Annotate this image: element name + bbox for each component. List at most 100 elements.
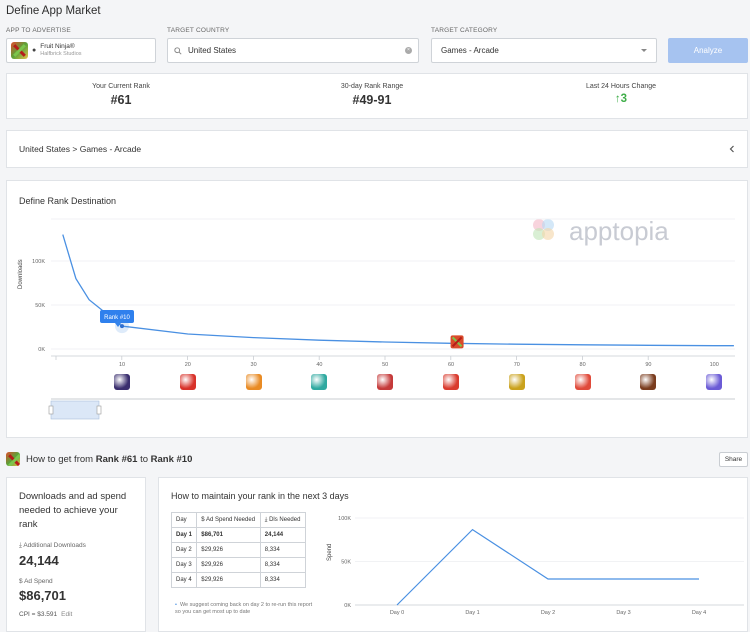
x-tick-label: 80 [580, 362, 586, 368]
competitor-app-icon[interactable] [377, 374, 394, 390]
app-selector[interactable]: ● Fruit Ninja® Halfbrick Studios [6, 38, 156, 63]
y-tick-label: 100K [32, 259, 45, 265]
howto-prefix: How to get from [26, 453, 96, 465]
download-icon: ⤓ [264, 516, 270, 523]
suggestion-note: We suggest coming back on day 2 to re-ru… [175, 602, 315, 616]
x-tick-label: 50 [382, 362, 388, 368]
category-value: Games - Arcade [441, 46, 499, 55]
fruit-ninja-app-icon [6, 452, 20, 466]
range-right-handle[interactable] [96, 405, 102, 415]
competitor-app-icon[interactable] [443, 374, 459, 390]
table-row: Day 2 $29,926 8,334 [170, 542, 307, 558]
howto-to-rank: Rank #10 [150, 453, 193, 465]
edit-cpi-link[interactable]: Edit [61, 611, 73, 618]
requirements-card: Downloads and ad spend needed to achieve… [6, 477, 146, 632]
rank-range-stat: 30-day Rank Range #49-91 [272, 74, 472, 107]
y-tick-label: 0K [38, 347, 45, 353]
table-row: Day 3 $29,926 8,334 [170, 557, 307, 573]
y-axis-label: Spend [327, 544, 333, 561]
x-tick-label: 100 [710, 362, 719, 368]
stat-value: ↑3 [614, 93, 628, 105]
stat-label: Your Current Rank [92, 83, 150, 90]
app-developer: Halfbrick Studios [40, 51, 82, 57]
download-icon: ⤓ [19, 542, 24, 549]
clear-icon[interactable]: × [405, 47, 412, 54]
x-tick-label: 90 [645, 362, 651, 368]
rank-destination-panel: Define Rank Destination apptopia 100K 50K… [6, 180, 748, 438]
tooltip-label: Rank #10 [104, 315, 130, 321]
competitor-app-icon[interactable] [508, 374, 525, 390]
dollar-icon: $ [201, 517, 206, 523]
spend-line [396, 528, 699, 606]
selected-rank-dot[interactable] [120, 324, 124, 329]
app-field-label: APP TO ADVERTISE [6, 27, 71, 34]
x-tick-label: Day 3 [616, 610, 630, 616]
x-tick-label: Day 1 [465, 610, 479, 616]
breadcrumb[interactable]: United States > Games - Arcade [6, 130, 748, 168]
analyze-button[interactable]: Analyze [668, 38, 748, 63]
fruit-ninja-app-icon [11, 42, 28, 59]
howto-heading: How to get from Rank #61 to Rank #10 [6, 452, 192, 466]
x-tick-label: 40 [316, 362, 322, 368]
y-tick-label: 0K [344, 603, 351, 609]
competitor-app-icon[interactable] [245, 374, 262, 390]
y-tick-label: 100K [338, 516, 351, 522]
maintain-rank-card: How to maintain your rank in the next 3 … [158, 477, 748, 632]
range-selector-window[interactable] [50, 400, 100, 420]
x-tick-label: 20 [185, 362, 191, 368]
downloads-curve-line [62, 234, 734, 347]
competitor-app-icon[interactable] [706, 374, 723, 390]
chevron-down-icon [641, 49, 647, 52]
table-header-row: Day $ Ad Spend Needed ⤓ Dls Needed [170, 512, 307, 528]
rank-tooltip: Rank #10 [100, 310, 134, 327]
rank-stats-panel: Your Current Rank #61 30-day Rank Range … [6, 73, 748, 119]
card-title: Downloads and ad spend needed to achieve… [19, 491, 127, 530]
competitor-app-icon[interactable] [311, 374, 328, 390]
dollar-icon: $ [19, 578, 25, 585]
apptopia-logo: apptopia [533, 216, 669, 246]
x-tick-label: 10 [119, 362, 125, 368]
category-field-label: TARGET CATEGORY [431, 27, 498, 34]
country-value: United States [188, 46, 237, 55]
current-rank-stat: Your Current Rank #61 [21, 74, 221, 107]
competitor-app-icon[interactable] [640, 374, 657, 390]
table-row: Day 4 $29,926 8,334 [170, 572, 307, 588]
howto-from-rank: Rank #61 [95, 453, 138, 465]
competitor-app-icon[interactable] [574, 374, 591, 390]
app-name: Fruit Ninja® [40, 43, 75, 50]
watermark-text: apptopia [569, 216, 669, 246]
stat-value: #49-91 [352, 93, 392, 107]
range-left-handle[interactable] [48, 405, 54, 415]
x-tick-label: 60 [448, 362, 454, 368]
chevron-left-icon[interactable] [729, 145, 735, 153]
downloads-value: 24,144 [19, 553, 59, 568]
howto-middle: to [137, 453, 151, 465]
x-tick-label: 30 [251, 362, 257, 368]
card-title: How to maintain your rank in the next 3 … [171, 491, 349, 501]
panel-title: Define Rank Destination [19, 196, 117, 206]
y-axis-label: Downloads [18, 259, 24, 289]
cpi-value: CPI = $3.591 [19, 611, 58, 618]
category-select[interactable]: Games - Arcade [431, 38, 657, 63]
spend-chart: 100K 50K 0K Day 0 Day 1 Day 2 Day 3 Day 4 Spend [327, 516, 744, 616]
spend-value: $86,701 [19, 588, 66, 603]
competitor-app-icon[interactable] [179, 374, 196, 390]
stat-label: Last 24 Hours Change [585, 83, 657, 90]
rank-change-stat: Last 24 Hours Change ↑3 [521, 74, 721, 105]
downloads-label: Additional Downloads [23, 542, 86, 549]
x-tick-label: Day 4 [692, 610, 706, 616]
y-tick-label: 50K [35, 303, 45, 309]
x-tick-label: Day 2 [541, 610, 555, 616]
days-table: Day $ Ad Spend Needed ⤓ Dls Needed Day 1… [170, 512, 307, 588]
stat-value: #61 [110, 93, 132, 107]
table-row: Day 1 $86,701 24,144 [170, 527, 307, 543]
x-tick-label: 70 [514, 362, 520, 368]
country-input[interactable]: United States × [167, 38, 419, 63]
breadcrumb-text: United States > Games - Arcade [19, 144, 142, 154]
competitor-app-icon[interactable] [114, 374, 130, 390]
page-title: Define App Market [6, 5, 101, 17]
spend-label: Ad Spend [24, 578, 53, 585]
x-tick-label: Day 0 [390, 610, 404, 616]
share-button[interactable]: Share [719, 452, 748, 467]
